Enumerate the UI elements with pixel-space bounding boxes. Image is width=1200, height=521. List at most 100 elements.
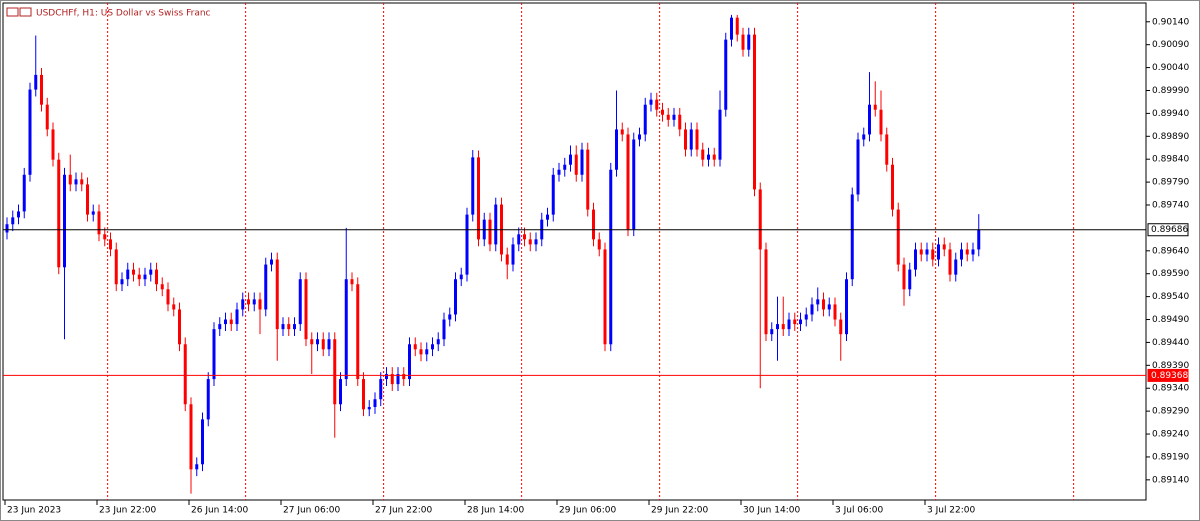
candle-body: [781, 324, 785, 330]
candle-body: [799, 319, 802, 325]
candle-body: [80, 179, 84, 185]
y-tick-label: 0.89290: [1152, 407, 1189, 417]
candle-body: [408, 344, 411, 380]
candle-body: [45, 104, 49, 130]
candle-body: [718, 109, 722, 160]
candle-body: [270, 259, 273, 265]
candle-body: [557, 169, 561, 175]
y-tick-label: 0.89440: [1152, 338, 1189, 348]
candle-body: [339, 379, 342, 405]
candle-body: [546, 214, 549, 220]
candle-body: [523, 234, 526, 240]
candle-body: [505, 254, 509, 265]
candle-body: [281, 324, 285, 330]
candle-body: [189, 404, 193, 470]
candle-body: [879, 109, 883, 135]
y-tick-label: 0.89340: [1152, 384, 1189, 394]
candle-body: [574, 154, 578, 175]
x-tick-label: 27 Jun 06:00: [283, 506, 340, 516]
price-label-box: [1147, 368, 1189, 382]
y-tick-label: 0.90040: [1152, 63, 1189, 73]
candle-body: [965, 249, 969, 255]
candle-body: [839, 319, 843, 335]
candle-body: [166, 289, 170, 305]
candle-body: [155, 269, 158, 285]
candle-body: [684, 129, 687, 150]
candle-body: [735, 17, 739, 35]
candle-body: [919, 249, 923, 255]
candle-body: [298, 279, 302, 325]
candle-body: [120, 279, 124, 285]
candle-body: [528, 239, 532, 245]
candle-body: [678, 114, 682, 130]
candle-body: [333, 339, 337, 405]
y-tick-label: 0.89640: [1152, 246, 1189, 256]
candle-body: [321, 339, 325, 350]
chart-title: USDCHFf, H1: US Dollar vs Swiss Franc: [36, 9, 211, 19]
candle-body: [356, 284, 360, 380]
candle-body: [195, 464, 199, 470]
candle-body: [885, 134, 889, 165]
x-tick-label: 3 Jul 22:00: [927, 506, 976, 516]
candle-body: [63, 174, 66, 268]
candle-body: [724, 39, 728, 110]
candle-body: [689, 129, 693, 150]
candle-body: [810, 304, 814, 315]
y-tick-label: 0.89190: [1152, 452, 1189, 462]
candle-body: [862, 134, 866, 140]
candle-body: [310, 339, 314, 345]
candle-body: [454, 279, 457, 315]
candle-body: [776, 324, 779, 330]
candle-body: [931, 249, 935, 260]
candle-body: [212, 329, 216, 380]
candle-body: [942, 244, 946, 250]
candle-body: [707, 154, 710, 160]
candle-body: [413, 344, 417, 350]
y-tick-label: 0.89990: [1152, 86, 1189, 96]
candle-body: [896, 209, 900, 265]
candle-body: [741, 34, 745, 50]
candle-body: [293, 324, 296, 330]
candle-body: [580, 149, 584, 175]
candle-body: [183, 344, 187, 405]
candle-body: [143, 274, 147, 280]
candle-body: [649, 99, 653, 105]
candle-body: [937, 244, 940, 260]
x-tick-label: 30 Jun 14:00: [743, 506, 800, 516]
candle-body: [753, 34, 756, 190]
candle-body: [787, 319, 791, 330]
x-tick-label: 27 Jun 22:00: [375, 506, 432, 516]
candle-body: [459, 274, 463, 280]
candle-body: [873, 104, 877, 110]
candle-body: [396, 374, 400, 385]
plot-area: [2, 2, 1147, 501]
candle-body: [638, 134, 641, 140]
candle-body: [971, 249, 975, 255]
candle-body: [695, 129, 699, 150]
x-tick-label: 3 Jul 06:00: [835, 506, 884, 516]
candle-body: [218, 324, 222, 330]
candle-body: [730, 17, 733, 40]
candle-body: [764, 249, 768, 335]
candle-body: [425, 349, 429, 355]
y-tick-label: 0.90090: [1152, 40, 1189, 50]
candle-body: [758, 189, 762, 250]
candle-body: [494, 204, 498, 245]
candle-body: [5, 224, 9, 233]
candle-body: [91, 211, 95, 215]
y-tick-label: 0.89940: [1152, 109, 1189, 119]
candle-body: [908, 269, 912, 290]
candle-body: [224, 319, 227, 325]
candle-body: [126, 269, 130, 280]
candle-body: [488, 219, 492, 245]
candle-body: [804, 314, 808, 320]
candle-body: [350, 279, 354, 285]
candle-body: [442, 319, 446, 340]
y-tick-label: 0.89590: [1152, 269, 1189, 279]
candle-body: [247, 299, 250, 305]
candle-body: [419, 349, 423, 355]
candle-body: [132, 269, 135, 275]
candle-body: [517, 234, 521, 245]
y-tick-label: 0.89240: [1152, 430, 1189, 440]
